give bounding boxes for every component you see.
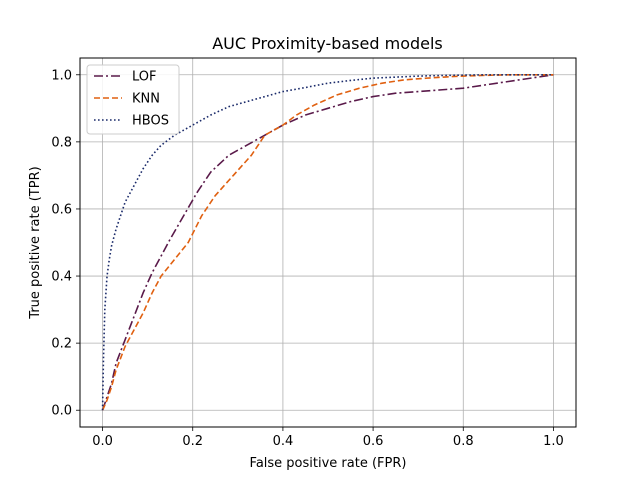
series-line-knn xyxy=(101,73,554,411)
x-tick-label: 1.0 xyxy=(543,434,564,449)
x-tick-label: 0.0 xyxy=(92,434,113,449)
y-tick-label: 0.2 xyxy=(51,337,72,352)
x-tick-label: 0.4 xyxy=(273,434,294,449)
y-tick-label: 0.4 xyxy=(51,270,72,285)
x-tick-label: 0.8 xyxy=(453,434,474,449)
legend-label-lof: LOF xyxy=(132,70,157,85)
y-tick-label: 0.8 xyxy=(51,135,72,150)
axis-ticks: 0.0 0.2 0.4 0.6 0.8 1.0 0.0 0.2 0.4 0.6 0.8 1.0 xyxy=(51,68,563,449)
y-tick-label: 0.6 xyxy=(51,202,72,217)
x-tick-label: 0.6 xyxy=(363,434,384,449)
legend-box xyxy=(86,64,180,135)
series-line-hbos xyxy=(101,73,554,411)
series-line-lof xyxy=(101,73,554,411)
legend-label-knn: KNN xyxy=(132,92,160,107)
x-axis-label: False positive rate (FPR) xyxy=(250,456,407,471)
legend: LOF KNN HBOS xyxy=(86,64,180,135)
y-axis-label: True positive rate (TPR) xyxy=(28,166,43,319)
x-tick-label: 0.2 xyxy=(182,434,203,449)
chart-title: AUC Proximity-based models xyxy=(212,34,443,53)
axes-frame xyxy=(79,57,577,428)
y-tick-label: 0.0 xyxy=(51,404,72,419)
y-tick-label: 1.0 xyxy=(51,68,72,83)
series-layer xyxy=(101,73,554,411)
legend-label-hbos: HBOS xyxy=(132,114,169,129)
